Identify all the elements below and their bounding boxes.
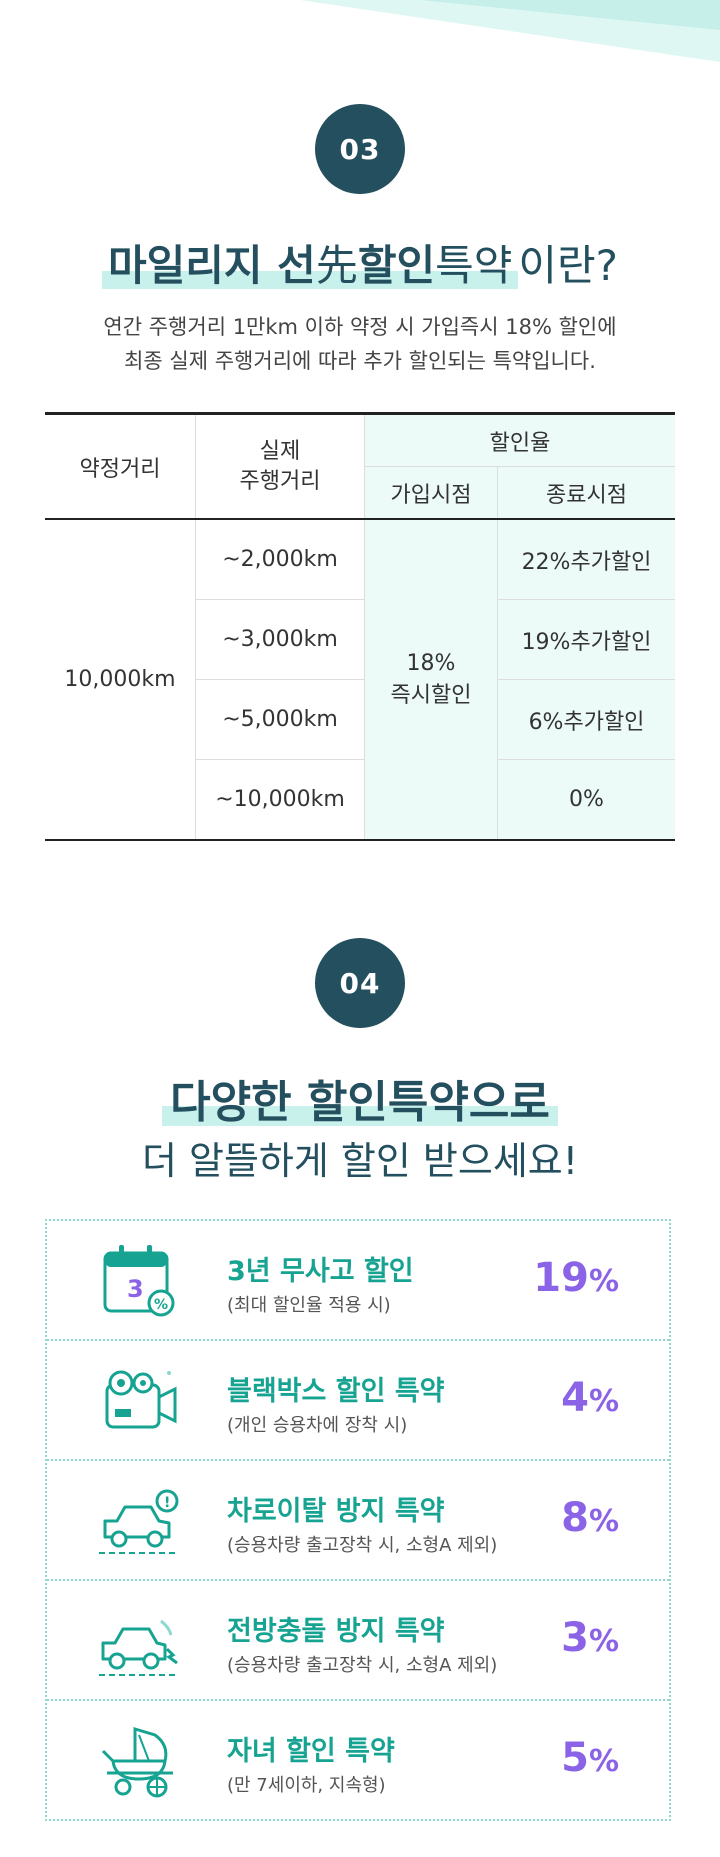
- list-item: 3 % 3년 무사고 할인 (최대 할인율 적용 시) 19%: [47, 1221, 669, 1339]
- item-percent: 3%: [561, 1615, 619, 1661]
- top-decoration: [300, 0, 720, 62]
- join-value: 18% 즉시할인: [364, 518, 498, 841]
- col-join-header: 가입시점: [364, 466, 498, 520]
- item-name: 차로이탈 방지 특약: [227, 1496, 445, 1527]
- item-name: 3년 무사고 할인: [227, 1256, 414, 1287]
- col-contract-header: 약정거리: [45, 413, 196, 520]
- table-cell-end: 19%추가할인: [497, 599, 675, 680]
- item-note: (개인 승용차에 장착 시): [227, 1415, 408, 1436]
- calendar-percent-icon: 3 %: [103, 1245, 175, 1317]
- section-badge-03: 03: [315, 104, 405, 194]
- list-item: 전방충돌 방지 특약 (승용차량 출고장착 시, 소형A 제외) 3%: [47, 1579, 669, 1699]
- item-note: (만 7세이하, 지속형): [227, 1775, 386, 1796]
- forward-collision-car-icon: [99, 1619, 179, 1676]
- table-cell-end: 0%: [497, 759, 675, 841]
- item-name: 자녀 할인 특약: [227, 1736, 395, 1767]
- item-note: (승용차량 출고장착 시, 소형A 제외): [227, 1655, 498, 1676]
- baby-stroller-icon: [101, 1726, 173, 1798]
- item-percent: 5%: [561, 1735, 619, 1781]
- item-percent: 4%: [561, 1375, 619, 1421]
- item-name: 전방충돌 방지 특약: [227, 1616, 445, 1647]
- table-cell-end: 6%추가할인: [497, 679, 675, 760]
- section4-title: 다양한 할인특약으로: [0, 1066, 720, 1130]
- svg-text:!: !: [164, 1495, 170, 1511]
- discount-table: 약정거리 실제 주행거리 할인율 가입시점 종료시점 10,000km ~2,0…: [45, 412, 675, 841]
- item-name: 블랙박스 할인 특약: [227, 1376, 445, 1407]
- item-percent: 8%: [561, 1495, 619, 1541]
- lane-departure-car-icon: !: [99, 1489, 179, 1554]
- table-cell-actual: ~2,000km: [195, 518, 365, 600]
- section-badge-04: 04: [315, 938, 405, 1028]
- table-cell-actual: ~10,000km: [195, 759, 365, 841]
- item-note: (승용차량 출고장착 시, 소형A 제외): [227, 1535, 498, 1556]
- svg-text:3: 3: [127, 1275, 144, 1303]
- col-rate-header: 할인율: [364, 413, 675, 467]
- table-cell-actual: ~3,000km: [195, 599, 365, 680]
- section3-description: 연간 주행거리 1만km 이하 약정 시 가입즉시 18% 할인에 최종 실제 …: [103, 315, 617, 373]
- section3-title: 마일리지 선先할인특약 이란?: [0, 232, 720, 293]
- discount-list: 3 % 3년 무사고 할인 (최대 할인율 적용 시) 19% 블랙박스 할인 …: [45, 1219, 671, 1821]
- dashcam-icon: [105, 1370, 177, 1429]
- col-end-header: 종료시점: [497, 466, 675, 520]
- list-item: 블랙박스 할인 특약 (개인 승용차에 장착 시) 4%: [47, 1339, 669, 1459]
- item-percent: 19%: [533, 1255, 619, 1301]
- contract-value: 10,000km: [45, 518, 196, 841]
- table-cell-actual: ~5,000km: [195, 679, 365, 760]
- svg-text:%: %: [154, 1297, 168, 1313]
- item-note: (최대 할인율 적용 시): [227, 1295, 391, 1316]
- list-item: ! 차로이탈 방지 특약 (승용차량 출고장착 시, 소형A 제외) 8%: [47, 1459, 669, 1579]
- col-actual-header: 실제 주행거리: [195, 413, 365, 520]
- list-item: 자녀 할인 특약 (만 7세이하, 지속형) 5%: [47, 1699, 669, 1819]
- table-cell-end: 22%추가할인: [497, 518, 675, 600]
- section4-subtitle: 더 알뜰하게 할인 받으세요!: [141, 1139, 579, 1183]
